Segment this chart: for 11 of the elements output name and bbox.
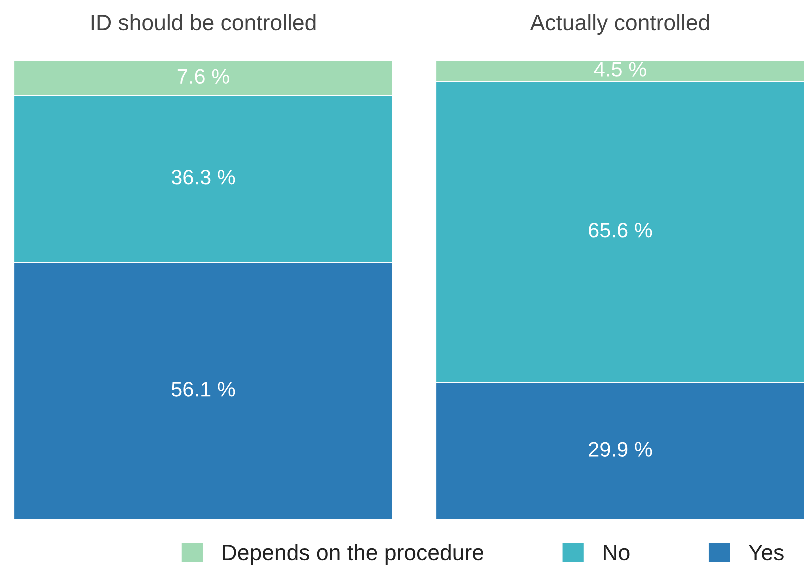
- data-label: 4.5 %: [594, 62, 646, 77]
- legend-label: Depends on the procedure: [223, 544, 484, 565]
- chart-title: ID should be controlled: [92, 14, 316, 31]
- legend-label: Yes: [748, 545, 784, 561]
- data-label: 56.1 %: [172, 382, 236, 397]
- data-label: 36.3 %: [172, 170, 236, 185]
- data-label: 7.6 %: [178, 69, 230, 84]
- data-label: 65.6 %: [589, 223, 652, 238]
- chart-title: Actually controlled: [530, 14, 710, 36]
- data-label: 29.9 %: [589, 442, 652, 457]
- legend-label: No: [604, 545, 630, 561]
